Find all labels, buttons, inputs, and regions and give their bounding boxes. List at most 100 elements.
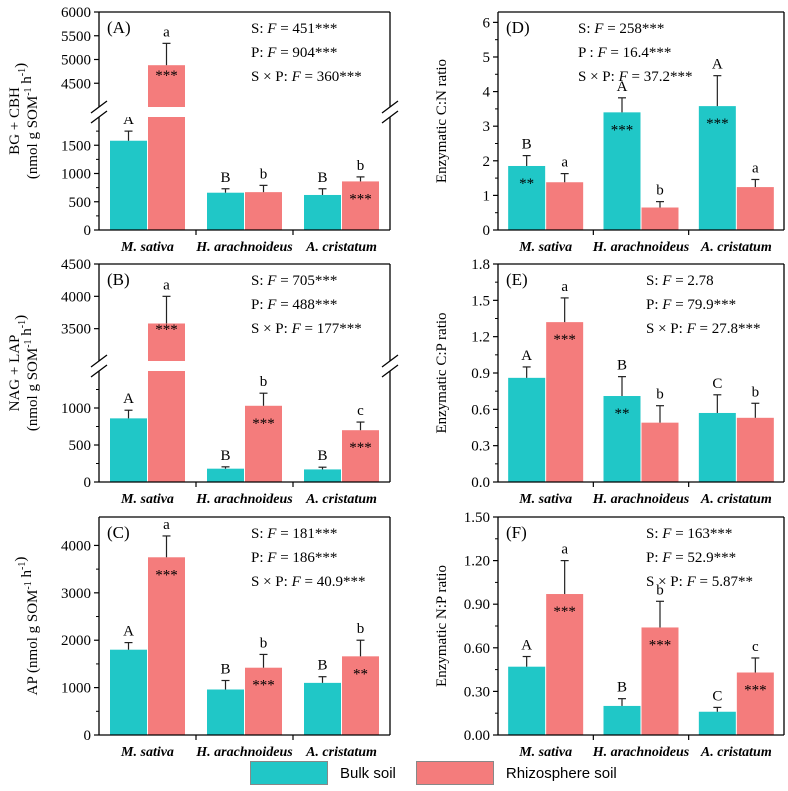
panel-F: A B Ca *** b *** c *** 0.00 0.30 0.60 0.90 1.20 1.50 M… xyxy=(434,510,785,760)
bar-B-1-1 xyxy=(245,405,282,482)
panel-label-C: (C) xyxy=(107,523,130,542)
x-category-label-0: M. sativa xyxy=(120,745,174,760)
letter-E-0-2: C xyxy=(712,376,722,392)
stats-C-0: S: F = 181*** xyxy=(251,526,337,542)
break-mark-0a xyxy=(90,100,108,114)
y-tick-label-4500: 4500 xyxy=(61,76,91,92)
y-tick-label-0: 0 xyxy=(84,223,92,239)
sig-mark-F-1-2: *** xyxy=(744,683,767,699)
sig-mark-C-1-2: ** xyxy=(353,666,368,682)
y-tick-label-500: 500 xyxy=(69,195,92,211)
y-tick-label-3: 3000 xyxy=(61,586,91,602)
bar-B-1-0 xyxy=(148,323,185,482)
y-tick-label-4: 1.20 xyxy=(464,554,490,570)
panel-E: A B ** Ca *** b b 0.0 0.3 0.6 0.9 1.2 1.5 1.8 M. sativ… xyxy=(434,257,785,507)
bar-D-1-1 xyxy=(641,207,679,230)
bar-C-1-0 xyxy=(148,557,185,735)
stats-A-0: S: F = 451*** xyxy=(251,21,337,37)
break-mark-0b xyxy=(90,110,108,124)
break-mark-1a xyxy=(381,354,399,368)
y-axis-label-E: Enzymatic C:P ratio xyxy=(434,312,450,433)
y-tick-label-1: 0.3 xyxy=(471,439,490,455)
bar-E-0-0 xyxy=(508,377,546,482)
sig-mark-D-0-1: *** xyxy=(611,122,634,138)
stats-D-1: P : F = 16.4*** xyxy=(578,45,671,61)
letter-B-1-1: b xyxy=(260,374,268,390)
letter-D-1-0: a xyxy=(561,155,568,171)
y-axis-label-A: BG + CBH xyxy=(7,87,23,155)
sig-mark-F-1-1: *** xyxy=(649,637,672,653)
y-tick-label-1000: 1000 xyxy=(61,167,91,183)
letter-C-1-2: b xyxy=(357,621,365,637)
bar-F-1-2 xyxy=(736,672,774,735)
bar-A-0-2 xyxy=(304,194,341,230)
y-tick-label-3500: 3500 xyxy=(61,322,91,338)
y-tick-label-2: 0.60 xyxy=(464,641,490,657)
letter-A-0-0: A xyxy=(123,112,134,128)
letter-F-0-2: C xyxy=(712,688,722,704)
bar-F-1-0 xyxy=(546,594,584,735)
bar-A-1-0 xyxy=(148,65,185,230)
letter-E-1-1: b xyxy=(656,387,664,403)
x-category-label-2: A. cristatum xyxy=(700,240,772,255)
y-tick-label-0: 0.0 xyxy=(471,475,490,491)
x-category-label-1: H. arachnoideus xyxy=(195,240,293,255)
y-axis-label-B: NAG + LAP xyxy=(7,335,23,412)
letter-C-0-2: B xyxy=(317,658,327,674)
bar-C-1-1 xyxy=(245,667,282,735)
y-tick-label-4000: 4000 xyxy=(61,289,91,305)
letter-F-1-0: a xyxy=(561,542,568,558)
panel-D: B ** A *** A *** a b a 0 1 2 3 4 5 6 M. sativa H. arachno… xyxy=(434,11,785,255)
panel-C: A B Ba *** b *** b ** 0 1000 2000 3000 4000 M. sativa… xyxy=(13,516,391,760)
y-tick-label-4: 4000 xyxy=(61,538,91,554)
sig-mark-D-0-0: ** xyxy=(519,176,534,192)
sig-mark-C-1-0: *** xyxy=(155,567,178,583)
y-tick-label-5000: 5000 xyxy=(61,53,91,69)
letter-E-0-0: A xyxy=(521,348,532,364)
sig-mark-F-1-0: *** xyxy=(553,604,576,620)
y-tick-label-5500: 5500 xyxy=(61,29,91,45)
bar-D-1-0 xyxy=(546,182,584,230)
legend-label-bulk: Bulk soil xyxy=(340,764,396,782)
letter-C-0-1: B xyxy=(220,662,230,678)
y-tick-label-0: 0 xyxy=(483,223,491,239)
y-tick-label-5: 1.5 xyxy=(471,293,490,309)
bar-D-0-0 xyxy=(508,165,546,230)
y-tick-label-6: 1.8 xyxy=(471,257,490,273)
break-mark-1b xyxy=(381,110,399,124)
axis-break-gap xyxy=(100,361,389,371)
legend-item-rhizo: Rhizosphere soil xyxy=(415,761,617,785)
x-category-label-1: H. arachnoideus xyxy=(592,745,690,760)
panel-label-F: (F) xyxy=(506,523,527,542)
stats-B-2: S × P: F = 177*** xyxy=(251,321,362,337)
x-category-label-1: H. arachnoideus xyxy=(592,240,690,255)
bar-B-0-1 xyxy=(207,468,244,482)
legend: Bulk soil Rhizosphere soil xyxy=(250,760,637,786)
bar-C-0-1 xyxy=(207,689,244,735)
letter-F-1-1: b xyxy=(656,582,664,598)
stats-E-0: S: F = 2.78 xyxy=(646,273,714,289)
x-category-label-0: M. sativa xyxy=(120,492,174,507)
stats-E-1: P: F = 79.9*** xyxy=(646,297,736,313)
panel-label-E: (E) xyxy=(506,270,528,289)
y-tick-label-2: 2 xyxy=(483,154,491,170)
bar-F-0-1 xyxy=(603,705,641,735)
y-tick-label-5: 1.50 xyxy=(464,510,490,526)
letter-F-0-0: A xyxy=(521,638,532,654)
sig-mark-B-1-2: *** xyxy=(349,440,372,456)
x-category-label-0: M. sativa xyxy=(120,240,174,255)
bar-E-1-1 xyxy=(641,422,679,482)
x-category-label-2: A. cristatum xyxy=(700,745,772,760)
panel-A: A B Ba *** b b *** 0 500 1000 1500 4500 5000 5500 6000… xyxy=(7,5,399,255)
bar-B-0-2 xyxy=(304,469,341,482)
letter-B-0-1: B xyxy=(220,448,230,464)
y-tick-label-5: 5 xyxy=(483,50,491,66)
sig-mark-A-1-0: *** xyxy=(155,68,178,84)
y-tick-label-3: 0.90 xyxy=(464,597,490,613)
y-axis-unit-A: (nmol g SOM-1 h-1) xyxy=(13,63,41,179)
letter-D-0-1: A xyxy=(617,79,628,95)
sig-mark-C-1-1: *** xyxy=(252,678,275,694)
stats-A-1: P: F = 904*** xyxy=(251,45,337,61)
letter-A-0-1: B xyxy=(220,170,230,186)
